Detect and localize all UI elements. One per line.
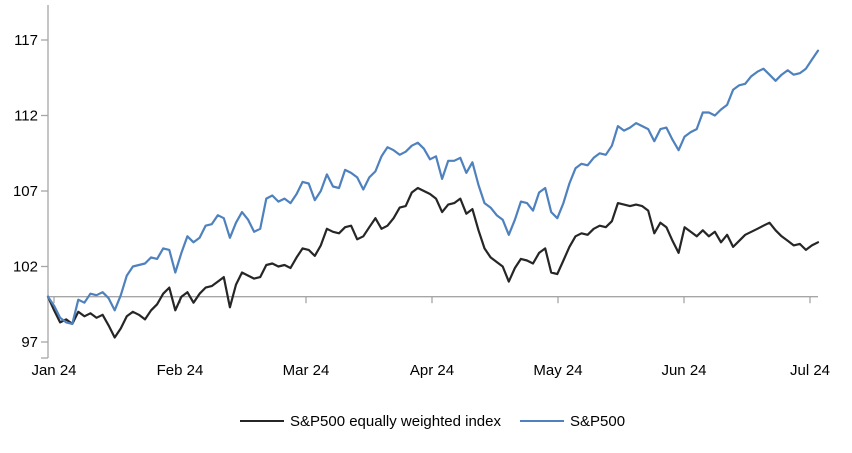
x-tick-label: Feb 24 xyxy=(157,362,204,379)
x-tick-label: Mar 24 xyxy=(283,362,330,379)
legend-label-sp500: S&P500 xyxy=(570,412,626,430)
plot-area: 97 102 107 112 117 Jan 24 Feb 24 Mar 24 Apr 24 Ma… xyxy=(13,5,830,379)
y-tick-label: 102 xyxy=(13,259,38,276)
series-line-sp500 xyxy=(46,49,820,325)
legend-line-swatch-equal-weight xyxy=(240,420,284,422)
series-line-sp500-equal-weight xyxy=(46,186,820,339)
legend-line-swatch-sp500 xyxy=(520,420,564,422)
chart-legend: S&P500 equally weighted index S&P500 xyxy=(0,410,852,438)
y-tick-label: 97 xyxy=(21,334,38,351)
x-tick-label: Jun 24 xyxy=(661,362,706,379)
x-tick-label: Apr 24 xyxy=(410,362,454,379)
x-tick-label: Jul 24 xyxy=(790,362,830,379)
x-tick-label: Jan 24 xyxy=(31,362,76,379)
y-tick-label: 117 xyxy=(14,32,38,49)
x-tick-label: May 24 xyxy=(533,362,582,379)
y-tick-label: 107 xyxy=(13,183,38,200)
legend-item-equal-weight: S&P500 equally weighted index xyxy=(240,410,501,432)
y-tick-label: 112 xyxy=(14,108,38,125)
legend-item-sp500: S&P500 xyxy=(520,410,625,432)
legend-label-equal-weight: S&P500 equally weighted index xyxy=(290,412,501,430)
